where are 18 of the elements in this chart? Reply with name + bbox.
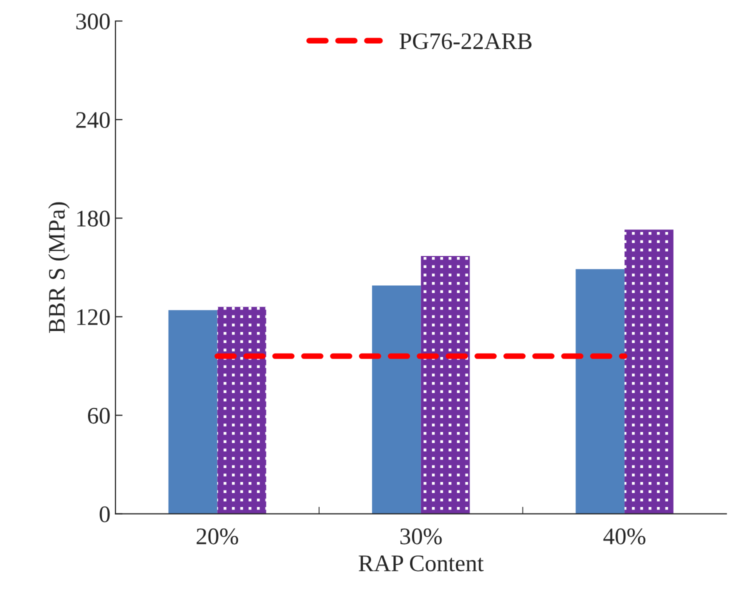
y-tick-label: 120 [77,309,110,326]
legend-label: PG76-22ARB [400,33,532,50]
y-axis-title: BBR S (MPa) [48,202,70,334]
bar [576,269,625,514]
x-tick-label: 30% [400,528,442,544]
x-tick-label: 40% [603,528,646,544]
bar [420,256,470,514]
bar [217,306,266,514]
y-tick-label: 240 [76,112,110,128]
y-tick-label: 180 [77,210,110,227]
y-tick-label: 60 [88,408,110,424]
bar [624,230,674,514]
bar [168,310,218,514]
y-tick-label: 0 [100,506,110,522]
x-tick-label: 20% [196,528,238,544]
bar [372,286,421,514]
x-axis-title: RAP Content [358,555,484,572]
y-tick-label: 300 [76,14,110,30]
